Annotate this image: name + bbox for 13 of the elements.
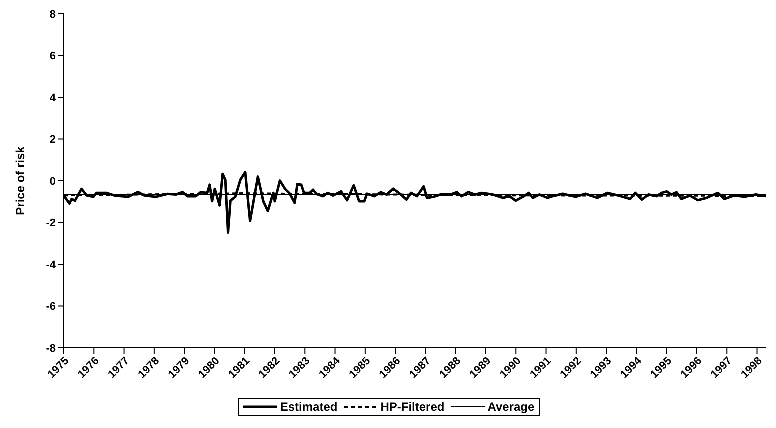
legend-label: Average [488,400,535,414]
y-tick-label: 2 [50,134,56,146]
legend-label: HP-Filtered [380,400,445,414]
y-tick-label: 4 [50,92,57,104]
y-tick-label: -2 [46,218,56,230]
y-tick-label: 0 [50,176,56,188]
y-tick-label: 6 [50,50,56,63]
y-tick-label: -8 [46,342,56,355]
y-axis-title: Price of risk [13,146,28,216]
y-tick-label: -4 [46,259,57,272]
y-tick-label: -6 [46,301,56,314]
legend-label: Estimated [280,400,338,414]
y-tick-label: 8 [50,8,56,21]
